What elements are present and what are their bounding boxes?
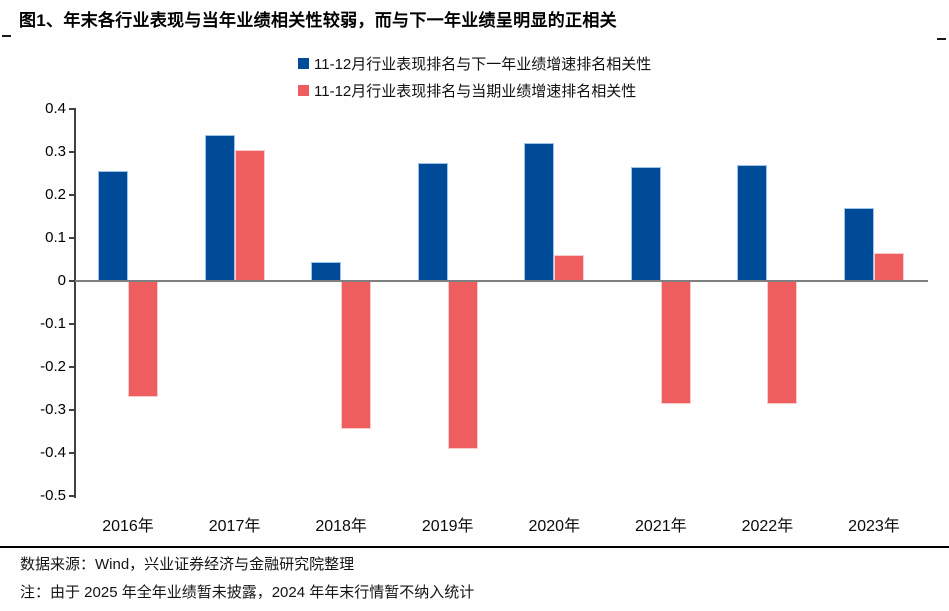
bar-current-2022 [767, 281, 798, 404]
bar-nextyear-2017 [204, 134, 235, 281]
y-axis-tick-label: 0.1 [45, 229, 66, 246]
bar-current-2018 [341, 281, 372, 430]
bar-nextyear-2022 [737, 164, 768, 281]
y-axis-tick [69, 151, 75, 153]
bar-nextyear-2023 [843, 207, 874, 281]
footer-divider [0, 546, 949, 548]
bar-nextyear-2021 [630, 167, 661, 281]
footnote-text: 注：由于 2025 年全年业绩暂未披露，2024 年年末行情暂不纳入统计 [20, 584, 475, 601]
bar-current-2016 [128, 281, 158, 398]
bar-nextyear-2020 [524, 143, 555, 281]
legend-label: 11-12月行业表现排名与当期业绩增速排名相关性 [314, 82, 637, 100]
chart-legend: 11-12月行业表现排名与下一年业绩增速排名相关性 11-12月行业表现排名与当期… [298, 55, 651, 109]
left-edge-dash [2, 35, 11, 37]
x-axis-label-2021: 2021年 [635, 518, 687, 535]
y-axis-tick [69, 108, 75, 110]
legend-item-0: 11-12月行业表现排名与下一年业绩增速排名相关性 [298, 55, 652, 73]
bar-nextyear-2018 [311, 261, 342, 281]
zero-gridline [75, 280, 928, 282]
x-axis-label-2018: 2018年 [315, 518, 367, 535]
chart-title: 图1、年末各行业表现与当年业绩相关性较弱，而与下一年业绩呈明显的正相关 [19, 11, 617, 30]
y-axis-tick-label: 0.4 [45, 100, 66, 117]
x-axis-label-2022: 2022年 [741, 518, 794, 535]
y-axis-tick-label: -0.4 [40, 444, 66, 461]
y-axis-tick [69, 280, 75, 282]
bar-current-2019 [447, 281, 478, 449]
y-axis-tick [69, 323, 75, 325]
y-axis-tick [69, 237, 75, 239]
y-axis-tick [69, 452, 75, 454]
bar-nextyear-2016 [98, 171, 128, 281]
y-axis-tick [69, 495, 75, 497]
x-axis-label-2020: 2020年 [528, 518, 581, 535]
right-edge-dash [937, 38, 946, 40]
y-axis-tick-label: 0.2 [45, 186, 66, 203]
legend-label: 11-12月行业表现排名与下一年业绩增速排名相关性 [314, 55, 652, 73]
legend-swatch-icon [298, 84, 309, 96]
bar-nextyear-2019 [417, 162, 448, 281]
y-axis-tick-label: -0.3 [40, 401, 66, 418]
y-axis-tick-label: -0.2 [40, 358, 66, 375]
x-axis-label-2017: 2017年 [208, 518, 261, 535]
y-axis-tick-label: -0.1 [40, 315, 66, 332]
legend-item-1: 11-12月行业表现排名与当期业绩增速排名相关性 [298, 82, 651, 100]
bar-current-2017 [234, 149, 265, 281]
y-axis-tick-label: 0 [57, 272, 66, 289]
legend-swatch-icon [298, 57, 309, 69]
x-axis-label-2016: 2016年 [102, 518, 154, 535]
x-axis-label-2023: 2023年 [848, 518, 900, 535]
data-source-text: 数据来源：Wind，兴业证券经济与金融研究院整理 [20, 556, 355, 573]
y-axis-tick [69, 366, 75, 368]
y-axis-line [74, 108, 76, 498]
bar-current-2021 [660, 281, 691, 404]
y-axis-tick-label: 0.3 [45, 143, 66, 160]
bar-current-2020 [554, 255, 585, 281]
y-axis-tick-label: -0.5 [40, 487, 66, 504]
bar-current-2023 [873, 253, 904, 281]
y-axis-tick [69, 194, 75, 196]
x-axis-label-2019: 2019年 [421, 518, 474, 535]
y-axis-tick [69, 409, 75, 411]
